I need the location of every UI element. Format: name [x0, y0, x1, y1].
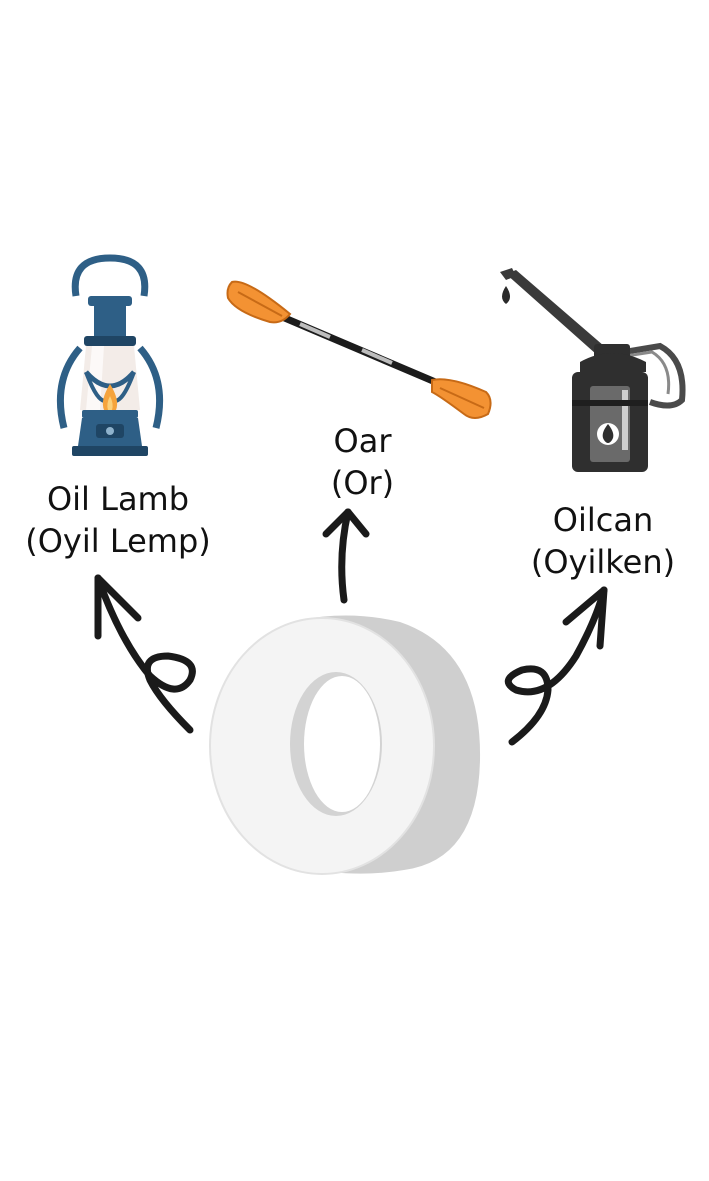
- word-oar: Oar: [333, 422, 392, 460]
- letter-o-3d: [209, 615, 481, 875]
- pronunciation-oil-lamp: (Oyil Lemp): [25, 522, 211, 560]
- label-oil-lamp: Oil Lamb (Oyil Lemp): [8, 478, 228, 562]
- label-oar: Oar (Or): [300, 420, 425, 504]
- oar-icon: [226, 280, 492, 419]
- oilcan-icon: [500, 268, 686, 472]
- oil-lamp-icon: [56, 254, 164, 456]
- arrow-to-oilcan: [504, 586, 608, 746]
- word-oil-lamp: Oil Lamb: [46, 480, 190, 518]
- word-oilcan: Oilcan: [552, 501, 654, 539]
- label-oilcan: Oilcan (Oyilken): [508, 499, 698, 583]
- arrow-to-lamp: [94, 574, 196, 734]
- arrow-to-oar: [322, 508, 370, 604]
- pronunciation-oilcan: (Oyilken): [530, 543, 676, 581]
- pronunciation-oar: (Or): [330, 464, 395, 502]
